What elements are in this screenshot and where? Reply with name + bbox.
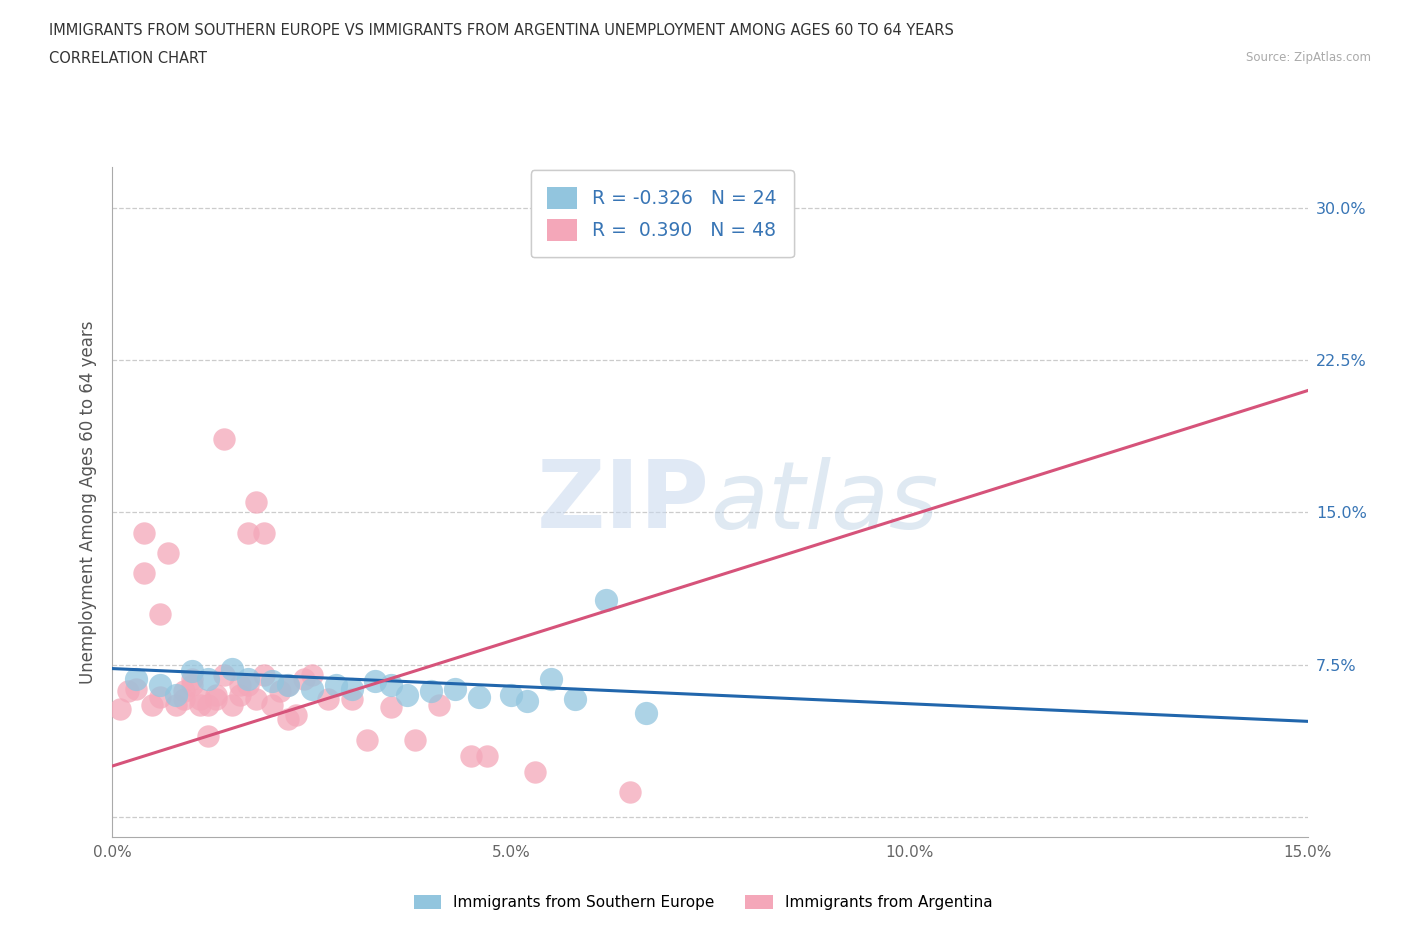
Point (636, 706, 658, 721)
Point (277, 677, 299, 692)
Point (277, 711, 299, 726)
Point (595, 592, 617, 607)
Point (364, 673, 387, 688)
Point (212, 667, 235, 682)
Y-axis label: Unemployment Among Ages 60 to 64 years: Unemployment Among Ages 60 to 64 years (79, 321, 97, 684)
Point (427, 698, 450, 712)
Point (236, 525, 259, 540)
Point (197, 698, 219, 712)
Point (245, 495, 267, 510)
Point (229, 677, 252, 692)
Point (284, 708, 307, 723)
Point (619, 785, 641, 800)
Legend: Immigrants from Southern Europe, Immigrants from Argentina: Immigrants from Southern Europe, Immigra… (406, 887, 1000, 918)
Point (404, 732, 426, 747)
Point (188, 692, 211, 707)
Point (260, 698, 283, 712)
Point (236, 677, 259, 692)
Text: Source: ZipAtlas.com: Source: ZipAtlas.com (1246, 51, 1371, 64)
Point (253, 525, 276, 540)
Point (197, 671, 219, 686)
Point (253, 667, 276, 682)
Point (149, 606, 172, 621)
Legend: R = -0.326   N = 24, R =  0.390   N = 48: R = -0.326 N = 24, R = 0.390 N = 48 (530, 170, 794, 258)
Point (221, 698, 243, 712)
Point (301, 682, 323, 697)
Point (292, 671, 315, 686)
Point (221, 661, 243, 676)
Point (229, 687, 252, 702)
Point (460, 749, 482, 764)
Point (260, 673, 283, 688)
Point (134, 565, 156, 580)
Point (149, 689, 172, 704)
Text: CORRELATION CHART: CORRELATION CHART (49, 51, 207, 66)
Point (523, 764, 546, 779)
Point (165, 687, 187, 702)
Point (165, 698, 187, 712)
Point (420, 684, 443, 698)
Point (444, 682, 467, 697)
Point (380, 699, 402, 714)
Point (516, 694, 538, 709)
Point (245, 692, 267, 707)
Text: ZIP: ZIP (537, 457, 710, 548)
Point (134, 525, 156, 540)
Point (475, 749, 498, 764)
Point (269, 684, 291, 698)
Point (396, 687, 419, 702)
Point (205, 687, 228, 702)
Point (356, 732, 378, 747)
Point (117, 684, 139, 698)
Point (181, 663, 204, 678)
Point (380, 677, 402, 692)
Point (125, 671, 148, 686)
Point (301, 667, 323, 682)
Point (564, 692, 586, 707)
Point (468, 689, 491, 704)
Point (188, 698, 211, 712)
Point (173, 684, 195, 698)
Point (325, 677, 347, 692)
Text: IMMIGRANTS FROM SOUTHERN EUROPE VS IMMIGRANTS FROM ARGENTINA UNEMPLOYMENT AMONG : IMMIGRANTS FROM SOUTHERN EUROPE VS IMMIG… (49, 23, 955, 38)
Point (316, 692, 339, 707)
Point (197, 728, 219, 743)
Point (110, 702, 132, 717)
Point (277, 677, 299, 692)
Point (340, 682, 363, 697)
Point (149, 677, 172, 692)
Point (499, 687, 522, 702)
Point (181, 677, 204, 692)
Point (141, 698, 163, 712)
Point (540, 671, 562, 686)
Text: atlas: atlas (710, 457, 938, 548)
Point (236, 671, 259, 686)
Point (212, 432, 235, 446)
Point (125, 682, 148, 697)
Point (173, 692, 195, 707)
Point (181, 671, 204, 686)
Point (157, 546, 180, 561)
Point (205, 692, 228, 707)
Point (340, 692, 363, 707)
